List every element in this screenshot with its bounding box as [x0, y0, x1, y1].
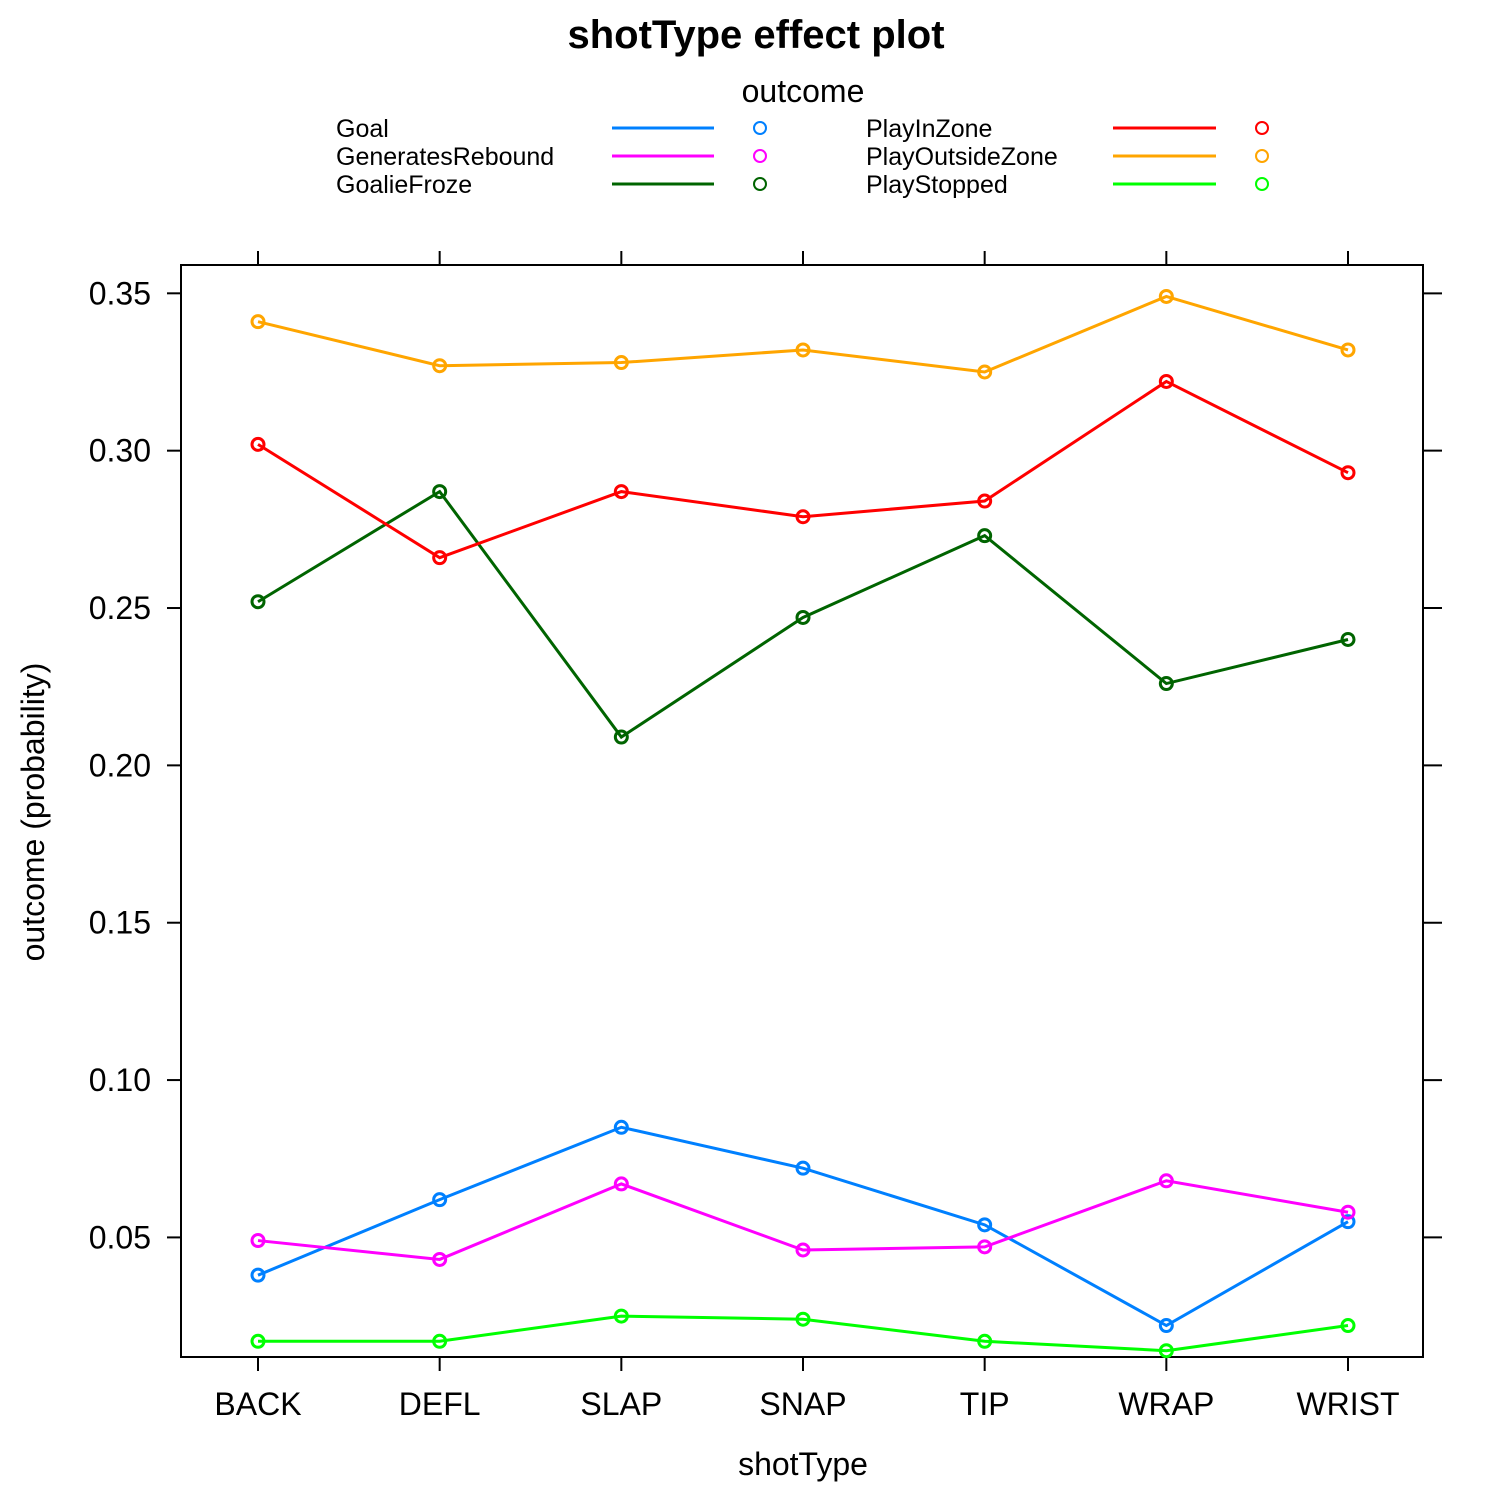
- y-tick-label-4: 0.25: [89, 590, 151, 626]
- legend-title: outcome: [742, 73, 865, 109]
- point-generatesrebound-tip: [977, 1239, 993, 1255]
- legend-marker-generatesrebound: [753, 149, 767, 163]
- point-playoutsidezone-wrap: [1158, 288, 1174, 304]
- point-goal-slap: [613, 1119, 629, 1135]
- legend-label-playstopped: PlayStopped: [866, 171, 1008, 199]
- y-tick-label-3: 0.20: [89, 747, 151, 783]
- x-tick-label-defl: DEFL: [399, 1386, 481, 1422]
- series-goal: [250, 1119, 1356, 1334]
- point-playinzone-snap: [795, 509, 811, 525]
- point-generatesrebound-slap: [613, 1176, 629, 1192]
- x-tick-label-slap: SLAP: [580, 1386, 662, 1422]
- point-generatesrebound-snap: [795, 1242, 811, 1258]
- point-playinzone-wrap: [1158, 373, 1174, 389]
- point-goaliefroze-snap: [795, 609, 811, 625]
- point-playstopped-defl: [432, 1333, 448, 1349]
- point-playoutsidezone-back: [250, 314, 266, 330]
- x-tick-label-wrap: WRAP: [1118, 1386, 1214, 1422]
- point-goaliefroze-slap: [613, 729, 629, 745]
- point-playinzone-wrist: [1340, 465, 1356, 481]
- legend-marker-goaliefroze: [753, 177, 767, 191]
- series-line-goal: [257, 1125, 1349, 1328]
- point-generatesrebound-wrap: [1158, 1173, 1174, 1189]
- legend-marker-playinzone: [1255, 121, 1269, 135]
- point-playstopped-wrist: [1340, 1318, 1356, 1334]
- point-playinzone-back: [250, 436, 266, 452]
- x-tick-label-tip: TIP: [960, 1386, 1010, 1422]
- point-goal-defl: [432, 1192, 448, 1208]
- point-goal-wrist: [1340, 1214, 1356, 1230]
- y-tick-label-5: 0.30: [89, 433, 151, 469]
- legend-label-generatesrebound: GeneratesRebound: [336, 143, 554, 171]
- legend-label-goaliefroze: GoalieFroze: [336, 171, 472, 199]
- point-goal-wrap: [1158, 1318, 1174, 1334]
- point-goaliefroze-tip: [977, 528, 993, 544]
- chart-title: shotType effect plot: [567, 13, 944, 57]
- point-playoutsidezone-slap: [613, 355, 629, 371]
- y-axis-label: outcome (probability): [15, 663, 51, 962]
- point-playstopped-slap: [613, 1308, 629, 1324]
- point-playstopped-tip: [977, 1333, 993, 1349]
- point-generatesrebound-wrist: [1340, 1204, 1356, 1220]
- point-generatesrebound-defl: [432, 1251, 448, 1267]
- series-lines: [250, 288, 1356, 1359]
- x-axis-label: shotType: [738, 1446, 868, 1482]
- point-playstopped-snap: [795, 1311, 811, 1327]
- legend-marker-playstopped: [1255, 177, 1269, 191]
- point-goal-tip: [977, 1217, 993, 1233]
- series-line-playinzone: [257, 379, 1349, 560]
- series-playstopped: [250, 1308, 1356, 1359]
- y-tick-label-0: 0.05: [89, 1219, 151, 1255]
- point-playinzone-slap: [613, 484, 629, 500]
- axis-ticks: BACK DEFL SLAP SNAP TIP WRAP WRIST 0.05 0.10 0.15…: [89, 251, 1442, 1422]
- series-line-playstopped: [258, 1314, 1349, 1353]
- legend-label-playoutsidezone: PlayOutsideZone: [866, 143, 1058, 171]
- x-tick-label-snap: SNAP: [759, 1386, 846, 1422]
- point-playinzone-defl: [432, 550, 448, 566]
- point-playoutsidezone-snap: [795, 342, 811, 358]
- y-tick-label-2: 0.15: [89, 905, 151, 941]
- point-playoutsidezone-tip: [977, 364, 993, 380]
- series-line-generatesrebound: [257, 1179, 1349, 1261]
- point-goal-snap: [795, 1160, 811, 1176]
- x-tick-label-wrist: WRIST: [1296, 1386, 1399, 1422]
- point-goaliefroze-wrist: [1340, 631, 1356, 647]
- point-goaliefroze-back: [250, 594, 266, 610]
- series-line-goaliefroze: [257, 489, 1349, 740]
- series-playinzone: [250, 373, 1356, 566]
- series-line-playoutsidezone: [257, 294, 1349, 374]
- legend-label-goal: Goal: [336, 115, 389, 143]
- point-playinzone-tip: [977, 493, 993, 509]
- series-playoutsidezone: [250, 288, 1356, 380]
- legend-marker-playoutsidezone: [1255, 149, 1269, 163]
- point-playoutsidezone-wrist: [1340, 342, 1356, 358]
- point-playstopped-back: [250, 1333, 266, 1349]
- x-tick-label-back: BACK: [214, 1386, 301, 1422]
- point-playoutsidezone-defl: [432, 358, 448, 374]
- point-goaliefroze-wrap: [1158, 676, 1174, 692]
- series-generatesrebound: [250, 1173, 1356, 1267]
- point-goaliefroze-defl: [432, 484, 448, 500]
- point-goal-back: [250, 1267, 266, 1283]
- point-playstopped-wrap: [1158, 1343, 1174, 1359]
- series-goaliefroze: [250, 484, 1356, 745]
- legend-label-playinzone: PlayInZone: [866, 115, 992, 143]
- point-generatesrebound-back: [250, 1233, 266, 1249]
- legend-marker-goal: [753, 121, 767, 135]
- y-tick-label-1: 0.10: [89, 1062, 151, 1098]
- y-tick-label-6: 0.35: [89, 275, 151, 311]
